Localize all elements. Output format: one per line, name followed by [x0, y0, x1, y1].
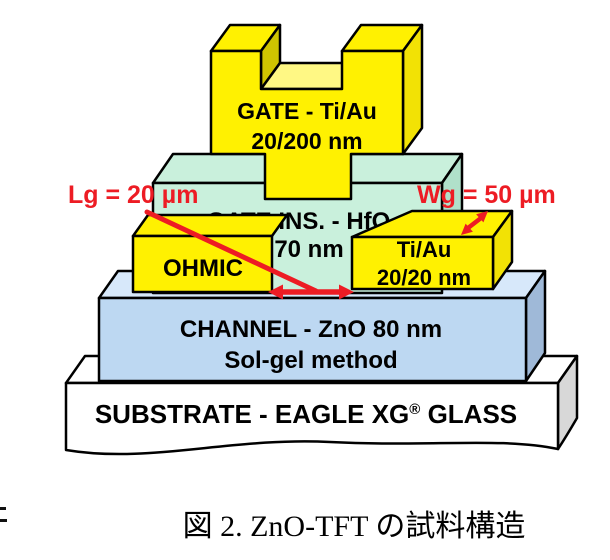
- gate-width-arrow-shaft: [465, 215, 484, 231]
- gate-front-face: [209, 49, 405, 201]
- dimension-annotations: Lg = 20 µm Wg = 50 µm: [68, 181, 556, 300]
- gate-length-leader-line: [144, 209, 319, 294]
- ohmic-label: OHMIC: [163, 255, 243, 282]
- channel-label-line2: Sol-gel method: [224, 347, 397, 374]
- gate-length-arrowhead-left: [268, 284, 283, 300]
- channel-front-face: [97, 296, 528, 383]
- gate-width-label: Wg = 50 µm: [417, 181, 556, 209]
- ohmic-contact-pad: OHMIC: [131, 213, 289, 294]
- figure-caption: 図 2. ZnO-TFT の試料構造: [183, 510, 526, 543]
- substrate-label: SUBSTRATE - EAGLE XG® GLASS: [95, 399, 517, 429]
- drain-label-line1: Ti/Au: [397, 237, 452, 262]
- drain-label-line2: 20/20 nm: [377, 265, 471, 290]
- gate-label-line1: GATE - Ti/Au: [237, 98, 377, 124]
- gate-width-arrowhead-lower: [461, 223, 473, 235]
- gate-electrode: GATE - Ti/Au 20/200 nm: [209, 23, 424, 201]
- substrate-front-face: [64, 381, 560, 456]
- registered-trademark-symbol: ®: [409, 401, 420, 418]
- clipped-text-fragment: [0, 507, 7, 522]
- drain-front-face: [350, 235, 495, 291]
- gate-label-line2: 20/200 nm: [251, 128, 362, 154]
- gate-length-arrowhead-right: [339, 284, 354, 300]
- drain-contact-pad: Ti/Au 20/20 nm: [350, 209, 514, 291]
- gate-insulator-thickness: 70 nm: [274, 236, 343, 263]
- gate-length-label: Lg = 20 µm: [68, 181, 198, 209]
- gate-width-arrowhead-upper: [476, 211, 488, 223]
- channel-label-line1: CHANNEL - ZnO 80 nm: [180, 316, 442, 343]
